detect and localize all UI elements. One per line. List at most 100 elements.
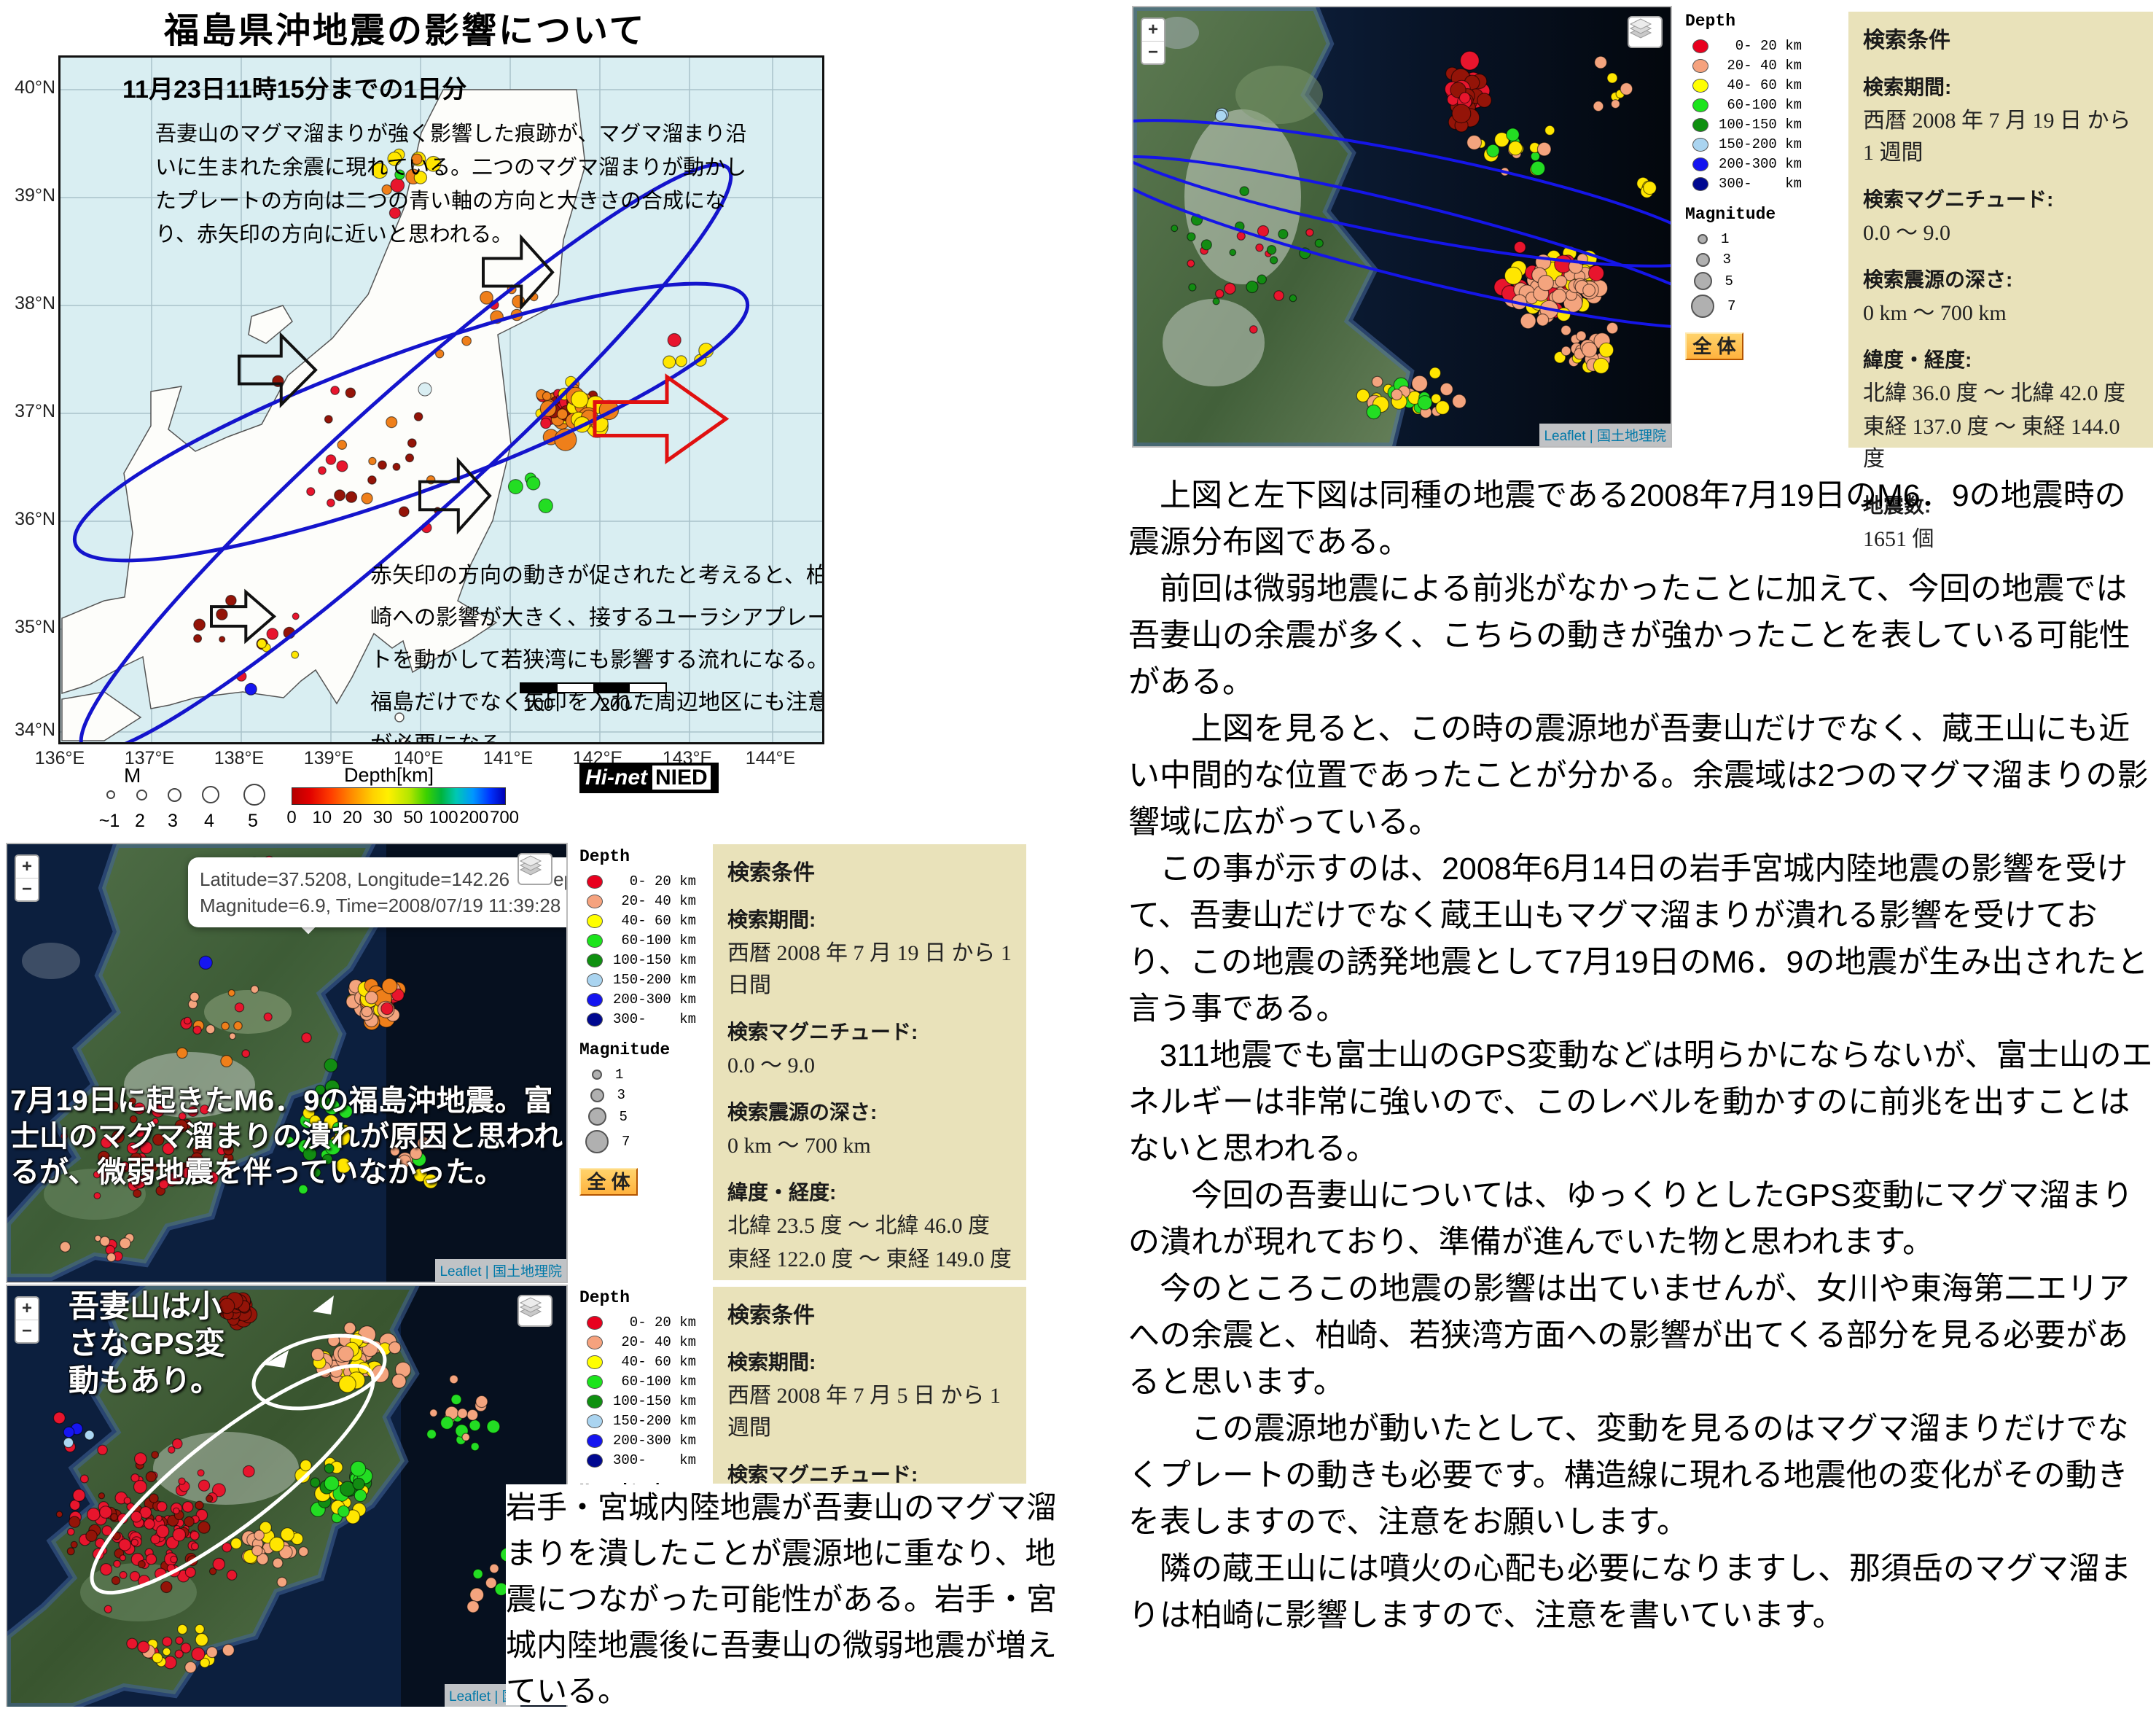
magnitude-legend-item: 5 <box>1685 272 1824 290</box>
lon-tick-label: 137°E <box>124 748 175 768</box>
depth-legend-label: 200-300 km <box>1719 156 1802 172</box>
depth-legend-label: 60-100 km <box>613 1374 697 1390</box>
depth-color-dot <box>1692 176 1708 191</box>
zentai-whole-view-button[interactable]: 全 体 <box>579 1168 638 1196</box>
lon-tick-label: 138°E <box>214 748 265 768</box>
magnitude-size-label: 3 <box>168 811 178 831</box>
map-caption-line: 動もあり。 <box>69 1363 222 1398</box>
map-date-label: 11月23日11時15分までの1日分 <box>122 76 467 104</box>
depth-legend-label: 60-100 km <box>613 932 697 948</box>
earthquake-popup: Latitude=37.5208, Longitude=142.26 ep Mag… <box>188 857 566 927</box>
zoom-out-button[interactable]: − <box>1147 42 1158 62</box>
depth-legend-label: 20- 40 km <box>613 893 697 909</box>
depth-legend-item: 300- km <box>579 1010 718 1029</box>
zoom-in-button[interactable]: + <box>16 856 38 879</box>
magnitude-size-circle <box>1698 234 1708 244</box>
search-conditions-panel-july5: 検索条件 検索期間: 西暦 2008 年 7 月 5 日 から 1 週間 検索マグニチ… <box>713 1287 1026 1600</box>
map-caption: 7月19日に起きたM6．9の福島沖地震。富士山のマグマ溜まりの潰れが原因と思われ… <box>10 1085 563 1188</box>
magnitude-size-circle <box>590 1088 604 1102</box>
search-panel-header: 検索条件 <box>727 861 815 885</box>
layers-control-icon[interactable] <box>517 853 552 885</box>
depth-color-dot <box>587 894 603 908</box>
depth-color-dot <box>587 1355 603 1369</box>
depth-tick-label: 30 <box>372 808 393 827</box>
legend-column-july19: Depth 0- 20 km 20- 40 km 40- 60 km 60-10… <box>579 847 718 1196</box>
depth-legend-item: 150-200 km <box>579 1411 718 1430</box>
plate-direction-arrows <box>210 233 555 644</box>
depth-legend-item: 200-300 km <box>1685 155 1824 174</box>
magnitude-legend-label: 5 <box>1725 273 1733 289</box>
magma-axis-ellipses <box>72 163 750 742</box>
lat-tick-label: 38°N <box>15 293 55 313</box>
depth-legend-label: 150-200 km <box>613 972 697 988</box>
magnitude-axis-title: M <box>124 764 141 787</box>
page-title: 福島県沖地震の影響について <box>164 12 647 50</box>
depth-legend-item: 60-100 km <box>579 931 718 950</box>
zoom-out-button[interactable]: − <box>21 879 32 899</box>
magma-axis-ellipses <box>1133 119 1671 329</box>
lon-tick-label: 136°E <box>34 748 85 768</box>
search-field-label: 検索マグニチュード: <box>727 1021 918 1043</box>
epicenter-dots <box>1171 50 1657 420</box>
leaflet-map-topright[interactable]: + − Leaflet | 国土地理院 <box>1132 6 1672 448</box>
zoom-in-button[interactable]: + <box>16 1298 38 1320</box>
layers-control-icon[interactable] <box>517 1295 552 1327</box>
magnitude-size-circle <box>202 786 219 803</box>
lon-tick-label: 144°E <box>745 748 796 768</box>
leaflet-map-july5[interactable]: + − 吾妻山は小 さなGPS変 動もあり。 Leaflet | 国 <box>6 1285 568 1707</box>
search-conditions-panel-july19: 検索条件 検索期間: 西暦 2008 年 7 月 19 日 から 1 日間 検索マグニ… <box>713 844 1026 1352</box>
map-attribution[interactable]: Leaflet | 国土地理院 <box>435 1259 566 1282</box>
zentai-whole-view-button[interactable]: 全 体 <box>1685 332 1743 360</box>
depth-legend-label: 40- 60 km <box>613 913 697 929</box>
depth-color-dot <box>587 933 603 948</box>
zoom-control[interactable]: + − <box>15 1296 39 1344</box>
magnitude-legend-title: Magnitude <box>579 1040 671 1059</box>
depth-tick-label: 200 <box>459 808 489 827</box>
search-field-value: 北緯 23.5 度 ～ 北緯 46.0 度 <box>727 1214 990 1238</box>
zoom-control[interactable]: + − <box>15 854 39 902</box>
lat-tick-label: 37°N <box>15 401 55 421</box>
leaflet-map-july19[interactable]: + − Latitude=37.5208, Longitude=142.26 ep… <box>6 843 568 1283</box>
depth-color-dot <box>587 973 603 987</box>
search-field-label: 検索期間: <box>727 1351 816 1374</box>
depth-legend-item: 60-100 km <box>579 1372 718 1391</box>
zoom-in-button[interactable]: + <box>1142 19 1164 42</box>
magnitude-size-label: 2 <box>135 811 145 831</box>
depth-legend-item: 150-200 km <box>1685 135 1824 154</box>
depth-legend-item: 0- 20 km <box>579 872 718 891</box>
layers-control-icon[interactable] <box>1628 16 1663 48</box>
hinet-nied-logo: Hi-net NIED <box>579 763 719 793</box>
article-paragraph: 隣の蔵王山には噴火の心配も必要になりますし、那須岳のマグマ溜まりは柏崎に影響しま… <box>1128 1551 2131 1633</box>
depth-colorbar-title: Depth[km] <box>344 764 434 786</box>
magnitude-size-circle <box>136 789 147 800</box>
search-field-value: 0.0 ～ 9.0 <box>727 1053 815 1078</box>
depth-color-dot <box>587 1453 603 1468</box>
popup-magnitude-time: Magnitude=6.9, Time=2008/07/19 11:39:28 <box>200 895 561 916</box>
article-paragraph: 前回は微弱地震による前兆がなかったことに加えて、今回の地震では吾妻山の余震が多く… <box>1128 572 2130 700</box>
lon-tick-label: 139°E <box>303 748 354 768</box>
lake <box>418 382 432 397</box>
zoom-control[interactable]: + − <box>1141 17 1165 65</box>
map-attribution[interactable]: Leaflet | 国土地理院 <box>1539 424 1671 446</box>
nied-logo-text: NIED <box>650 763 713 792</box>
search-field-value: 東経 137.0 度 ～ 東経 144.0 度 <box>1863 415 2120 471</box>
depth-color-dot <box>1692 39 1708 53</box>
search-field-label: 検索マグニチュード: <box>727 1463 918 1486</box>
popup-depth-fragment: ep <box>553 868 566 890</box>
magnitude-legend-label: 3 <box>1722 252 1731 268</box>
search-field-value: 0 km ～ 700 km <box>1863 301 2007 325</box>
magnitude-legend-item: 3 <box>579 1087 718 1103</box>
magnitude-size-circle <box>1691 295 1714 318</box>
depth-legend-item: 200-300 km <box>579 1431 718 1450</box>
depth-colorbar <box>292 787 506 805</box>
zoom-out-button[interactable]: − <box>21 1321 32 1341</box>
article-text-block: 上図と左下図は同種の地震である2008年7月19日のM6．9の地震時の震源分布図… <box>1128 472 2153 1639</box>
search-field-value: 0 km ～ 700 km <box>727 1134 871 1158</box>
map-caption: 吾妻山は小 さなGPS変 動もあり。 <box>69 1288 375 1399</box>
magnitude-size-circle <box>1695 252 1710 267</box>
scale-label-100: 100 <box>523 695 554 715</box>
depth-legend-label: 0- 20 km <box>613 873 697 889</box>
depth-legend-label: 150-200 km <box>613 1413 697 1429</box>
depth-legend-item: 150-200 km <box>579 970 718 989</box>
magnitude-legend-title: Magnitude <box>1685 205 1776 224</box>
